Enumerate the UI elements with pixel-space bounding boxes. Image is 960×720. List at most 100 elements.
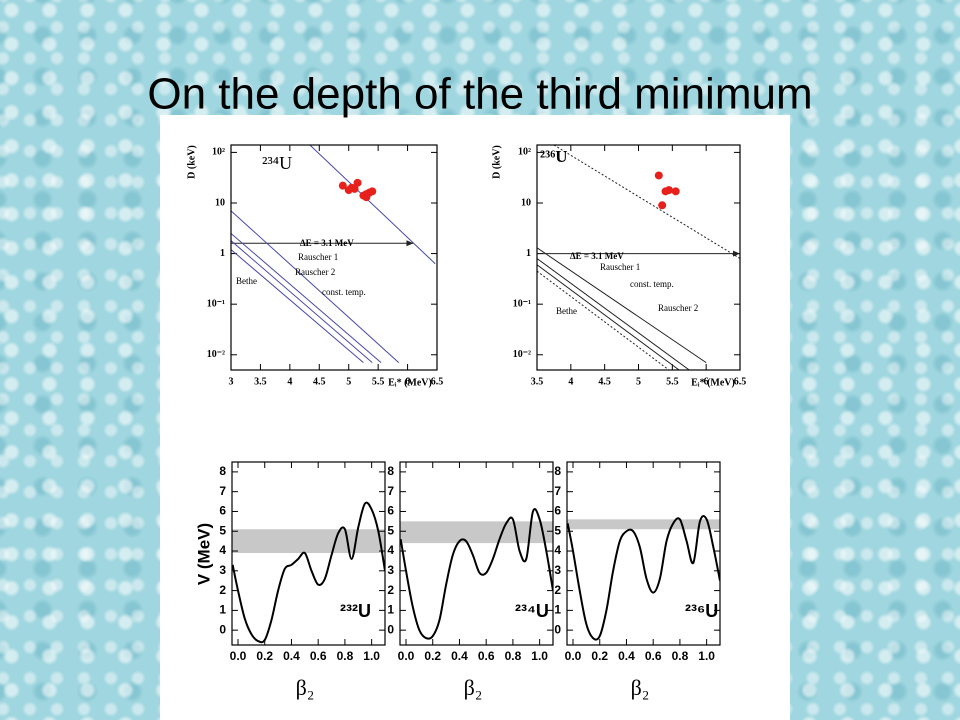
x-tick-label: 0.0 (565, 649, 582, 663)
isotope-label: ²³⁶U (540, 147, 568, 166)
y-tick-label: 5 (219, 523, 226, 537)
curve (309, 145, 436, 265)
y-tick-label: 8 (554, 464, 561, 478)
x-axis-label: Eᵢ* (MeV) (691, 377, 735, 388)
x-tick-label: 5.5 (666, 376, 679, 387)
isotope-label: ²³⁶U (685, 601, 718, 621)
curve (553, 145, 740, 259)
y-tick-label: 0 (554, 622, 561, 636)
series-label: Rauscher 2 (658, 303, 698, 313)
y-tick-label: 3 (219, 563, 226, 577)
isotope-label: ²³⁴U (262, 153, 292, 173)
y-tick-label: 10² (212, 147, 225, 158)
series-label: Bethe (236, 276, 257, 286)
isotope-label: ²³²U (340, 601, 371, 621)
annotation-text: ΔE = 3.1 MeV (570, 251, 624, 261)
data-point (338, 181, 347, 190)
x-tick-label: 0.0 (230, 649, 247, 663)
x-tick-label: 0.4 (451, 649, 468, 663)
curve (232, 501, 385, 644)
y-tick-label: 8 (219, 464, 226, 478)
y-tick-label: 10 (215, 197, 225, 208)
curve (231, 240, 373, 363)
x-tick-label: 0.8 (337, 649, 354, 663)
curve (400, 507, 553, 640)
y-tick-label: 3 (554, 563, 561, 577)
x-axis-label: β₂ (296, 675, 315, 700)
x-tick-label: 0.2 (256, 649, 273, 663)
x-tick-label: 6.5 (734, 376, 747, 387)
y-tick-label: 5 (554, 523, 561, 537)
data-point (671, 187, 680, 196)
annotation-text: ΔE = 3.1 MeV (300, 238, 354, 248)
figure-panel (160, 115, 790, 720)
x-axis-label: β₂ (464, 675, 483, 700)
plot: 3.5 4 4.5 5 5.5 6 6.5 10⁻² 10⁻¹ 1 10 10² ΔE = 3.1 Me… (491, 144, 747, 388)
x-tick-label: 0.0 (398, 649, 415, 663)
series-label: const. temp. (322, 287, 366, 297)
y-tick-label: 2 (554, 583, 561, 597)
x-tick-label: 0.4 (618, 649, 635, 663)
y-tick-label: 10 (521, 197, 531, 208)
plot: 0.0 0.2 0.4 0.6 0.8 1.0 0 1 2 3 4 5 6 7 8 ²³²U V (MeV) β₂ (194, 461, 386, 700)
y-axis-label: D (keV) (186, 145, 197, 179)
y-tick-label: 6 (554, 504, 561, 518)
x-tick-label: 0.2 (424, 649, 441, 663)
axes-frame (230, 144, 438, 371)
x-tick-label: 5 (636, 376, 641, 387)
plot: 0.0 0.2 0.4 0.6 0.8 1.0 0 1 2 3 4 5 6 7 8 ²³⁴U β₂ (387, 461, 554, 700)
curve (231, 233, 382, 363)
arrow-head (733, 250, 740, 257)
series-label: const. temp. (630, 279, 674, 289)
band (567, 519, 720, 530)
curve (231, 249, 364, 363)
y-axis-label: V (MeV) (194, 523, 213, 585)
y-tick-label: 1 (526, 248, 531, 259)
x-tick-label: 0.4 (283, 649, 300, 663)
y-tick-label: 4 (219, 543, 226, 557)
x-tick-label: 3 (229, 376, 234, 387)
y-tick-label: 10² (518, 147, 531, 158)
x-tick-label: 5 (346, 376, 351, 387)
y-tick-label: 5 (387, 523, 394, 537)
x-tick-label: 1.0 (363, 649, 380, 663)
y-tick-label: 8 (387, 464, 394, 478)
plot: 0.0 0.2 0.4 0.6 0.8 1.0 0 1 2 3 4 5 6 7 8 ²³⁶U β₂ (554, 461, 721, 700)
data-point (350, 184, 359, 193)
series-label: Rauscher 1 (600, 262, 640, 272)
curve (537, 258, 690, 370)
y-tick-label: 2 (387, 583, 394, 597)
y-tick-label: 7 (554, 484, 561, 498)
arrow-head (406, 240, 414, 247)
curve (537, 247, 707, 364)
x-tick-label: 4.5 (313, 376, 326, 387)
y-tick-label: 10⁻² (513, 349, 531, 360)
axes-frame (399, 461, 554, 646)
x-tick-label: 6 (704, 376, 709, 387)
x-axis-label: Eᵢ* (MeV) (388, 377, 432, 388)
data-point (664, 186, 673, 195)
axes-frame (566, 461, 721, 646)
y-tick-label: 2 (219, 583, 226, 597)
x-tick-label: 4.5 (598, 376, 611, 387)
curve (231, 210, 400, 363)
y-axis-label: D (keV) (491, 145, 502, 179)
y-tick-label: 3 (387, 563, 394, 577)
slide-title: On the depth of the third minimum (147, 70, 812, 119)
x-tick-label: 0.6 (645, 649, 662, 663)
y-tick-label: 1 (219, 603, 226, 617)
y-tick-label: 10⁻¹ (513, 298, 531, 309)
curve (567, 515, 720, 641)
x-tick-label: 3.5 (531, 376, 544, 387)
y-tick-label: 0 (387, 622, 394, 636)
y-tick-label: 0 (219, 622, 226, 636)
y-tick-label: 10⁻² (207, 349, 225, 360)
y-tick-label: 1 (387, 603, 394, 617)
y-tick-label: 1 (220, 248, 225, 259)
curve (537, 270, 670, 370)
x-tick-label: 0.2 (591, 649, 608, 663)
y-tick-label: 7 (387, 484, 394, 498)
x-tick-label: 6 (405, 376, 410, 387)
x-tick-label: 1.0 (698, 649, 715, 663)
isotope-label: ²³⁴U (515, 601, 549, 621)
